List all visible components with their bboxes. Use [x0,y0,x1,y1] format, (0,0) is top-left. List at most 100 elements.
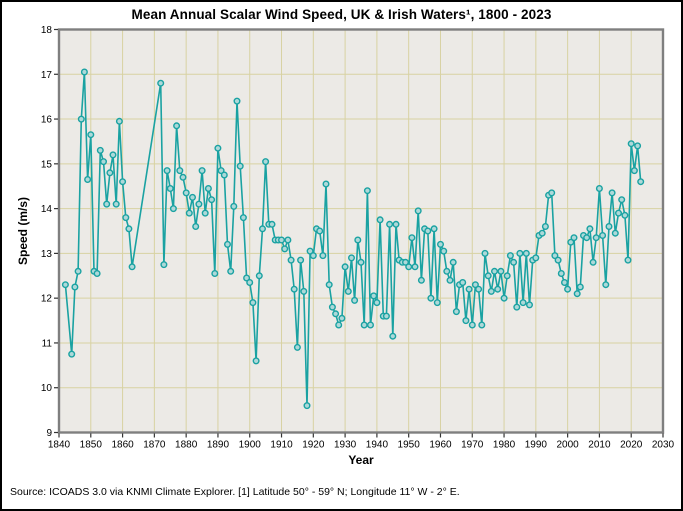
x-tick-label: 1870 [143,440,166,451]
data-point-marker [370,292,378,300]
x-tick-label: 1950 [398,440,421,451]
data-point-marker [230,202,238,210]
data-point-marker [500,294,508,302]
data-point-marker [262,158,270,166]
y-tick-label: 18 [41,25,53,36]
data-point-marker [306,247,314,255]
data-point-marker [357,258,365,266]
data-point-marker [541,222,549,230]
data-point-marker [497,267,505,275]
data-point-marker [595,184,603,192]
data-point-marker [319,252,327,260]
data-point-marker [599,231,607,239]
data-point-marker [522,249,530,257]
data-point-marker [411,263,419,271]
data-point-marker [440,247,448,255]
data-point-marker [561,279,569,287]
x-tick-label: 1850 [80,440,103,451]
data-point-marker [503,272,511,280]
y-tick-label: 14 [41,204,53,215]
x-tick-label: 2010 [588,440,611,451]
data-point-marker [624,256,632,264]
data-point-marker [618,196,626,204]
data-point-marker [109,151,117,159]
x-axis-title: Year [348,453,374,467]
x-tick-label: 1900 [239,440,262,451]
data-point-marker [452,308,460,316]
data-point-marker [93,270,101,278]
data-point-marker [408,234,416,242]
data-point-marker [443,267,451,275]
data-point-marker [278,236,286,244]
data-point-marker [576,283,584,291]
plot-frame [57,28,665,434]
data-point-marker [332,310,340,318]
data-point-marker [424,227,432,235]
data-point-marker [115,117,123,125]
data-point-marker [510,258,518,266]
data-point-marker [112,200,120,208]
data-point-marker [239,214,247,222]
data-point-marker [287,256,295,264]
data-point-marker [513,303,521,311]
data-point-marker [236,162,244,170]
data-point-marker [526,301,534,309]
data-point-marker [284,236,292,244]
data-point-marker [163,167,171,175]
data-point-marker [468,321,476,329]
data-point-marker [351,296,359,304]
y-tick-label: 17 [41,70,53,81]
data-point-marker [459,279,467,287]
data-point-marker [427,294,435,302]
data-point-marker [471,281,479,289]
data-point-marker [402,258,410,266]
data-point-marker [338,314,346,322]
data-point-marker [185,209,193,217]
data-point-marker [437,240,445,248]
x-tick-label: 1930 [334,440,357,451]
data-point-marker [634,142,642,150]
plot-area [59,29,663,433]
data-point-marker [179,173,187,181]
data-point-marker [519,299,527,307]
data-point-marker [246,279,254,287]
source-note: Source: ICOADS 3.0 via KNMI Climate Expl… [10,486,460,498]
data-point-marker [335,321,343,329]
data-point-marker [478,321,486,329]
data-point-marker [201,209,209,217]
x-tick-label: 2000 [557,440,580,451]
data-point-marker [487,287,495,295]
x-tick-label: 1920 [302,440,325,451]
data-point-marker [586,225,594,233]
data-point-marker [446,276,454,284]
data-point-marker [195,200,203,208]
data-point-marker [348,254,356,262]
y-axis-title: Speed (m/s) [16,196,30,266]
data-point-marker [417,276,425,284]
data-point-marker [233,97,241,105]
data-point-marker [128,263,136,271]
x-tick-label: 1960 [429,440,452,451]
data-point-marker [223,240,231,248]
data-point-marker [583,234,591,242]
data-point-marker [103,200,111,208]
data-point-marker [192,222,200,230]
data-point-marker [548,189,556,197]
x-tick-label: 1990 [525,440,548,451]
data-point-marker [386,220,394,228]
data-point-marker [389,332,397,340]
data-point-marker [567,238,575,246]
data-point-marker [494,285,502,293]
data-point-marker [605,222,613,230]
y-tick-label: 15 [41,159,53,170]
x-tick-label: 1860 [111,440,134,451]
data-point-marker [157,79,165,87]
data-point-marker [182,189,190,197]
data-point-marker [360,321,368,329]
data-point-marker [87,131,95,139]
data-point-marker [96,146,104,154]
data-point-marker [430,225,438,233]
data-point-marker [589,258,597,266]
data-point-marker [99,158,107,166]
data-point-marker [281,245,289,253]
